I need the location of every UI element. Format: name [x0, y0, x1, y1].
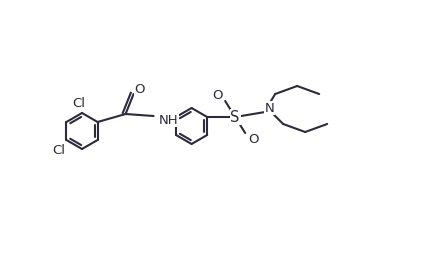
Text: S: S	[230, 109, 239, 124]
Text: O: O	[247, 133, 258, 146]
Text: Cl: Cl	[52, 143, 65, 157]
Text: O: O	[211, 88, 222, 102]
Text: Cl: Cl	[72, 97, 85, 109]
Text: NH: NH	[158, 114, 178, 126]
Text: N: N	[264, 102, 273, 114]
Text: O: O	[134, 83, 145, 95]
